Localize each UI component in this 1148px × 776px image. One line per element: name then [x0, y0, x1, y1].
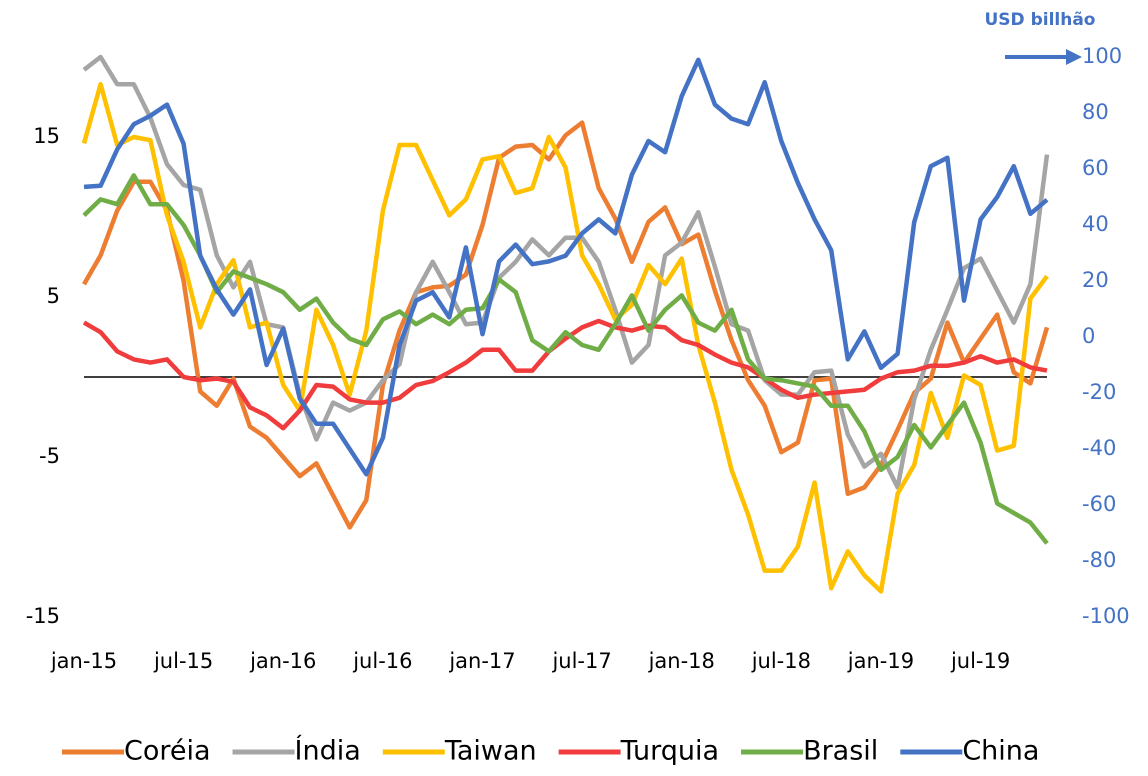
x-tick-label: jul-18 — [751, 649, 811, 673]
y2-axis-label: USD billhão — [985, 10, 1096, 30]
series-line — [82, 120, 1050, 530]
x-tick-label: jan-16 — [249, 649, 316, 673]
series-line — [81, 81, 1049, 594]
y2-tick-label: -100 — [1082, 604, 1130, 628]
series-line — [82, 173, 1049, 545]
y2-tick-label: -40 — [1082, 436, 1116, 460]
y2-tick-label: 0 — [1082, 324, 1095, 348]
x-tick-label: jul-19 — [950, 649, 1010, 673]
legend-label: Brasil — [803, 736, 878, 767]
y2-tick-label: 40 — [1082, 212, 1109, 236]
y-tick-label: -5 — [39, 444, 60, 468]
y-tick-label: -15 — [26, 604, 60, 628]
x-tick-label: jan-19 — [847, 649, 914, 673]
y2-tick-label: 20 — [1082, 268, 1109, 292]
x-tick-label: jan-15 — [50, 649, 117, 673]
y2-tick-label: 60 — [1082, 156, 1109, 180]
y-tick-label: 5 — [47, 284, 60, 308]
legend-label: Taiwan — [444, 736, 537, 767]
legend-label: Turquia — [620, 736, 719, 767]
y2-tick-label: 80 — [1082, 100, 1109, 124]
y2-tick-label: -80 — [1082, 548, 1116, 572]
x-tick-label: jul-17 — [551, 649, 611, 673]
legend-label: Coréia — [124, 736, 211, 767]
series-line — [83, 57, 1049, 477]
legend-label: China — [962, 736, 1039, 767]
x-tick-label: jan-17 — [448, 649, 515, 673]
y2-arrow-head — [1066, 49, 1082, 65]
series-line — [82, 318, 1048, 431]
y2-tick-label: -20 — [1082, 380, 1116, 404]
y2-tick-label: 100 — [1082, 44, 1122, 68]
y-tick-label: 15 — [33, 124, 60, 148]
x-tick-label: jul-15 — [153, 649, 213, 673]
x-tick-label: jul-16 — [352, 649, 412, 673]
legend-label: Índia — [295, 735, 361, 767]
y2-tick-label: -60 — [1082, 492, 1116, 516]
x-tick-label: jan-18 — [648, 649, 715, 673]
